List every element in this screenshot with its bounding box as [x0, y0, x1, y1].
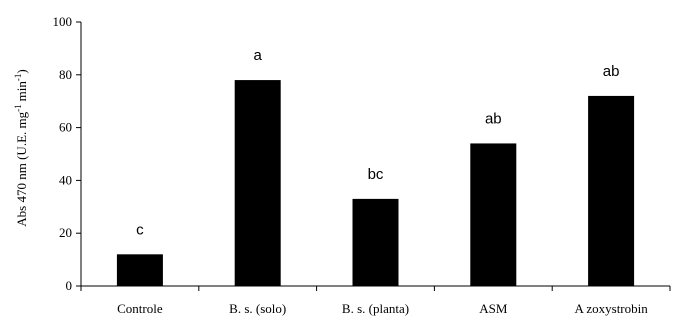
y-axis-label-sup1: -1 [13, 104, 23, 112]
y-tick-label: 60 [59, 120, 72, 135]
x-category-label: B. s. (solo) [229, 301, 286, 316]
y-axis-label-end: ) [14, 69, 29, 73]
significance-letters: c a bc ab ab [136, 47, 619, 238]
significance-letter: ab [485, 110, 502, 127]
x-category-label: A zoxystrobin [574, 301, 648, 316]
significance-letter: c [136, 221, 144, 238]
bar [116, 254, 163, 286]
y-axis-ticks: 0 20 40 60 80 100 [53, 14, 81, 293]
bar [470, 143, 517, 286]
bar [352, 198, 399, 286]
x-category-label: Controle [117, 301, 163, 316]
y-tick-label: 40 [59, 172, 72, 187]
x-axis-labels: Controle B. s. (solo) B. s. (planta) ASM A z… [117, 301, 648, 316]
y-axis-label-sup2: -1 [13, 74, 23, 82]
bars [116, 80, 635, 286]
y-tick-label: 20 [59, 225, 72, 240]
significance-letter: ab [603, 63, 620, 80]
y-axis-label-mid: min [14, 81, 29, 102]
x-category-label: B. s. (planta) [342, 301, 409, 316]
bar [588, 95, 635, 286]
significance-letter: bc [368, 166, 384, 183]
y-tick-label: 0 [66, 278, 73, 293]
y-tick-label: 80 [59, 67, 72, 82]
significance-letter: a [254, 47, 263, 64]
x-category-label: ASM [479, 301, 508, 316]
bar [234, 80, 281, 286]
y-axis-label-main: Abs 470 nm (U.E. mg [14, 111, 29, 226]
y-tick-label: 100 [53, 14, 73, 29]
y-axis-label: Abs 470 nm (U.E. mg-1min-1) [13, 69, 29, 226]
